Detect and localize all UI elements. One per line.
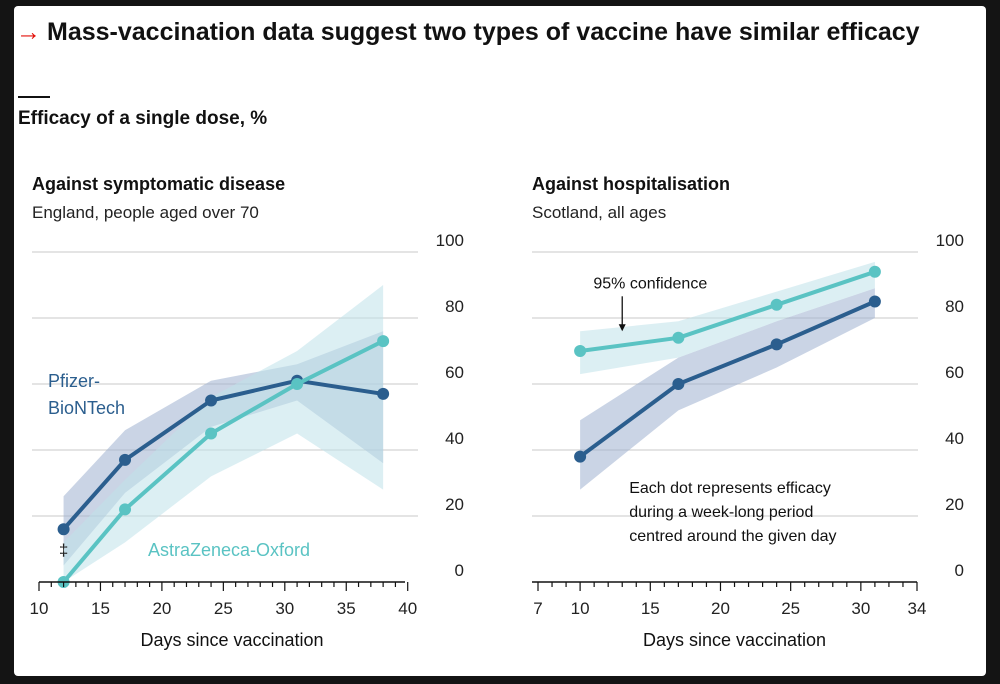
confidence-band-astra xyxy=(580,261,875,375)
x-tick-label: 15 xyxy=(641,599,660,618)
y-tick-label: 40 xyxy=(945,429,964,448)
headline: → Mass-vaccination data suggest two types… xyxy=(16,18,920,47)
annotation-note: during a week-long period xyxy=(629,504,813,521)
data-point-astra xyxy=(770,298,783,311)
chart-subtitle: Efficacy of a single dose, % xyxy=(18,108,268,129)
subtitle-rule xyxy=(18,96,50,98)
x-tick-label: 20 xyxy=(152,599,171,618)
x-tick-label: 7 xyxy=(533,599,542,618)
x-tick-label: 30 xyxy=(275,599,294,618)
series-label-pfizer: Pfizer- xyxy=(48,371,100,391)
arrow-icon: → xyxy=(16,18,41,46)
x-tick-label: 35 xyxy=(337,599,356,618)
x-tick-label: 20 xyxy=(711,599,730,618)
x-tick-label: 30 xyxy=(851,599,870,618)
x-tick-label: 15 xyxy=(91,599,110,618)
data-point-pfizer xyxy=(205,394,218,407)
x-tick-label: 25 xyxy=(781,599,800,618)
annotation-note: Each dot represents efficacy xyxy=(629,480,831,497)
data-point-pfizer xyxy=(574,450,587,463)
y-tick-label: 80 xyxy=(945,297,964,316)
annotation-label: 95% confidence xyxy=(593,275,707,292)
y-tick-label: 60 xyxy=(445,363,464,382)
data-point-astra xyxy=(672,331,685,344)
panel-hospitalisation: Against hospitalisation Scotland, all age… xyxy=(532,174,964,650)
data-point-astra xyxy=(377,335,390,348)
data-point-astra xyxy=(574,345,587,357)
x-tick-label: 25 xyxy=(214,599,233,618)
x-tick-label: 40 xyxy=(398,599,417,618)
panel-subtitle: Scotland, all ages xyxy=(532,203,666,222)
y-tick-label: 20 xyxy=(445,495,464,514)
data-point-pfizer xyxy=(119,453,132,466)
data-point-astra xyxy=(119,503,132,516)
x-tick-label: 34 xyxy=(908,599,927,618)
y-tick-label: 80 xyxy=(445,297,464,316)
panel-title: Against hospitalisation xyxy=(532,174,730,194)
y-tick-label: 60 xyxy=(945,363,964,382)
y-tick-label: 100 xyxy=(936,231,964,250)
y-tick-label: 20 xyxy=(945,495,964,514)
y-tick-label: 100 xyxy=(436,231,464,250)
x-axis-title: Days since vaccination xyxy=(140,630,323,650)
annotation-arrowhead xyxy=(618,324,626,332)
x-tick-label: 10 xyxy=(30,599,49,618)
panel-subtitle: England, people aged over 70 xyxy=(32,203,259,222)
confidence-band-pfizer xyxy=(580,288,875,490)
data-point-pfizer xyxy=(57,523,70,536)
data-point-astra xyxy=(868,265,881,278)
x-tick-label: 10 xyxy=(571,599,590,618)
series-label-astra: AstraZeneca-Oxford xyxy=(148,540,310,560)
headline-text: Mass-vaccination data suggest two types … xyxy=(47,18,920,46)
y-tick-label: 0 xyxy=(455,561,464,580)
y-tick-label: 0 xyxy=(955,561,964,580)
series-line-astra xyxy=(579,269,876,353)
confidence-band-astra xyxy=(63,285,384,582)
series-line-pfizer xyxy=(578,299,876,459)
data-point-pfizer xyxy=(672,378,685,390)
data-point-astra xyxy=(291,378,304,390)
x-axis-title: Days since vaccination xyxy=(643,630,826,650)
annotation-note: centred around the given day xyxy=(629,528,836,545)
y-tick-label: 40 xyxy=(445,429,464,448)
data-point-astra xyxy=(205,427,218,440)
data-point-pfizer xyxy=(770,338,783,351)
footnote-marker: ‡ xyxy=(59,541,68,560)
series-label-pfizer: BioNTech xyxy=(48,398,125,418)
panel-title: Against symptomatic disease xyxy=(32,174,285,194)
panel-symptomatic-disease: Against symptomatic disease England, peop… xyxy=(30,174,464,650)
data-point-pfizer xyxy=(377,387,390,400)
data-point-pfizer xyxy=(868,295,881,308)
